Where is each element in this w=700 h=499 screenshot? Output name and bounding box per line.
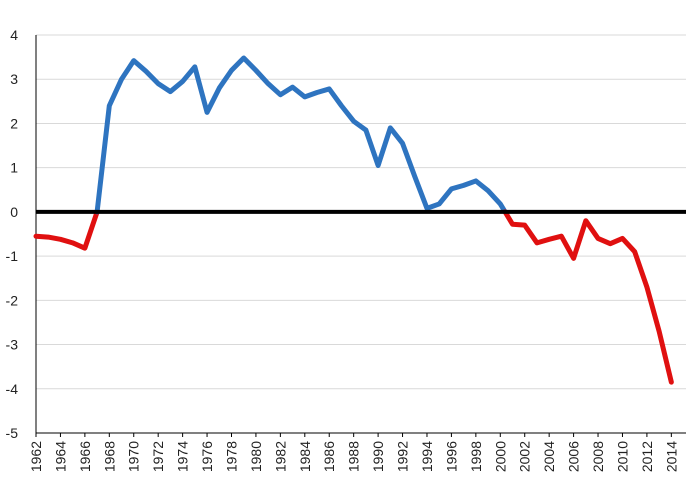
y-tick-label: 0: [10, 204, 18, 220]
y-tick-label: 4: [10, 27, 18, 43]
x-tick-label: 1976: [199, 441, 215, 472]
x-tick-label: 1988: [346, 441, 362, 472]
y-tick-label: -1: [6, 248, 19, 264]
grid-lines: [36, 34, 686, 434]
x-tick-label: 2004: [541, 441, 557, 472]
x-tick-label: 1972: [150, 441, 166, 472]
positive-segment-1: [94, 55, 508, 215]
x-tick-label: 1974: [175, 441, 191, 472]
x-tick-label: 1980: [248, 441, 264, 472]
x-tick-label: 1990: [370, 441, 386, 472]
x-tick-label: 1996: [443, 441, 459, 472]
y-tick-label: 2: [10, 115, 18, 131]
x-tick-label: 1966: [77, 441, 93, 472]
x-tick-label: 2014: [663, 441, 679, 472]
x-tick-label: 1970: [126, 441, 142, 472]
x-tick-label: 1978: [223, 441, 239, 472]
y-tick-label: 3: [10, 71, 18, 87]
x-tick-label: 2002: [517, 441, 533, 472]
x-tick-label: 2010: [614, 441, 630, 472]
y-tick-label: -5: [6, 425, 19, 441]
y-axis: -5 -4 -3 -2 -1 0 1 2 3 4: [6, 27, 37, 441]
x-tick-label: 1964: [52, 441, 68, 472]
negative-segment-0: [33, 209, 100, 251]
series-lines: [33, 55, 674, 385]
x-tick-label: 1982: [272, 441, 288, 472]
x-axis: 1962 1964 1966 1968 1970 1972 1974 1976 1978 1980…: [28, 432, 686, 472]
x-tick-label: 1992: [395, 441, 411, 472]
x-tick-label: 1984: [297, 441, 313, 472]
x-tick-label: 1968: [101, 441, 117, 472]
x-tick-label: 1986: [321, 441, 337, 472]
x-tick-label: 1962: [28, 441, 44, 472]
x-tick-label: 2012: [639, 441, 655, 472]
y-tick-label: -4: [6, 381, 19, 397]
negative-segment-2: [502, 209, 674, 385]
x-tick-label: 1998: [468, 441, 484, 472]
y-tick-label: -2: [6, 292, 19, 308]
x-tick-label: 2006: [566, 441, 582, 472]
x-tick-label: 2008: [590, 441, 606, 472]
x-tick-label: 1994: [419, 441, 435, 472]
y-tick-label: 1: [10, 160, 18, 176]
y-tick-label: -3: [6, 337, 19, 353]
x-tick-label: 2000: [492, 441, 508, 472]
